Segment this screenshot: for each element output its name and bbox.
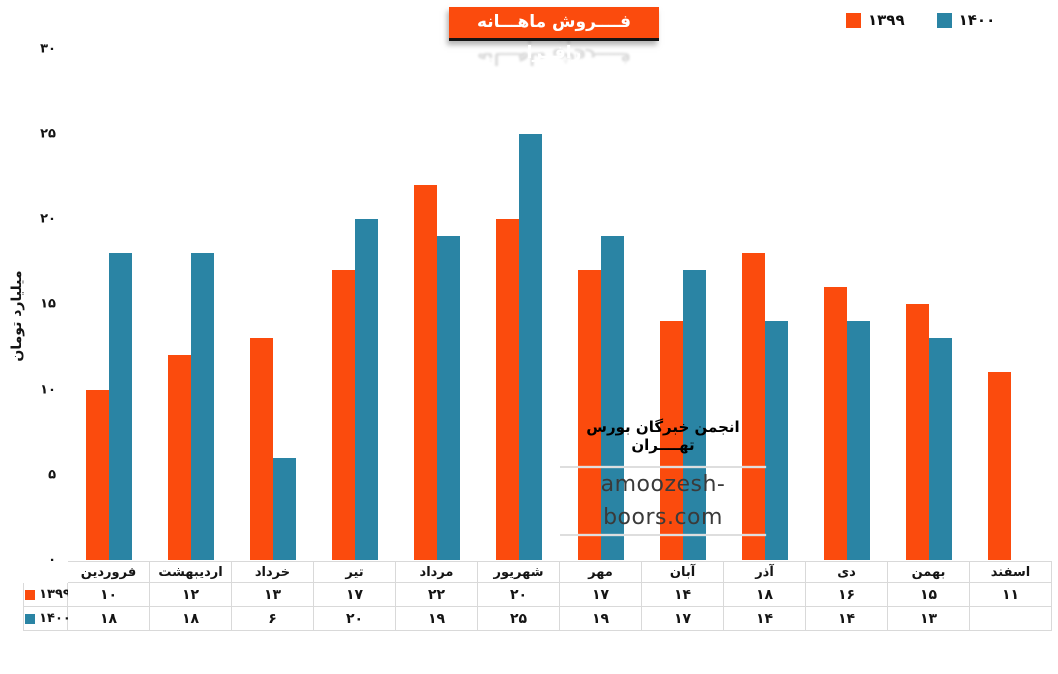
bar-series1	[742, 253, 765, 560]
y-tick-label: ۱۵	[40, 296, 56, 312]
table-month-header: اردیبهشت	[150, 561, 232, 583]
legend: ۱۳۹۹ ۱۴۰۰	[846, 11, 995, 29]
table-value-cell: ۱۴	[724, 607, 806, 631]
table-row-swatch-icon	[25, 589, 36, 600]
bar-series2	[191, 253, 214, 560]
y-tick-label: ۳۰	[40, 41, 56, 56]
table-value-cell: ۱۸	[150, 607, 232, 631]
table-value-cell: ۶	[232, 607, 314, 631]
table-value-cell: ۲۵	[478, 607, 560, 631]
table-value-cell: ۲۲	[396, 583, 478, 607]
bar-series2	[437, 236, 460, 560]
table-month-header: تیر	[314, 561, 396, 583]
y-tick-label: ۲۵	[40, 126, 56, 142]
table-value-cell: ۱۱	[970, 583, 1052, 607]
table-row-label-text: ۱۳۹۹	[39, 587, 71, 602]
table-value-cell: ۱۲	[150, 583, 232, 607]
watermark-divider-top	[560, 466, 766, 468]
table-value-cell: ۱۸	[724, 583, 806, 607]
bar-series1	[250, 338, 273, 560]
watermark-text-fa: انجمن خبرگان بورس تهــــران	[586, 418, 740, 454]
table-month-header: مرداد	[396, 561, 478, 583]
bar-series2	[109, 253, 132, 560]
table-value-cell: ۱۳	[232, 583, 314, 607]
watermark-divider-bottom	[560, 534, 766, 536]
table-value-cell: ۱۸	[68, 607, 150, 631]
bar-series1	[906, 304, 929, 560]
table-value-cell: ۱۳	[888, 607, 970, 631]
table-month-header: مهر	[560, 561, 642, 583]
bar-series1	[86, 389, 109, 560]
table-value-cell: ۱۶	[806, 583, 888, 607]
bar-series1	[824, 287, 847, 560]
table-value-cell: ۱۷	[314, 583, 396, 607]
table-month-header: فروردین	[68, 561, 150, 583]
table-value-cell: ۲۰	[314, 607, 396, 631]
legend-swatch-icon	[846, 12, 861, 28]
table-month-header: آبان	[642, 561, 724, 583]
bar-series1	[168, 355, 191, 560]
table-month-header: شهریور	[478, 561, 560, 583]
table-month-header: خرداد	[232, 561, 314, 583]
legend-item: ۱۴۰۰	[936, 11, 996, 29]
bar-series2	[929, 338, 952, 560]
legend-label: ۱۳۹۹	[868, 11, 905, 29]
table-corner-cell	[23, 561, 68, 583]
table-row-label-text: ۱۴۰۰	[39, 611, 71, 626]
table-month-header: اسفند	[970, 561, 1052, 583]
table-value-cell	[970, 607, 1052, 631]
table-row-label: ۱۴۰۰	[23, 607, 71, 631]
bar-series2	[273, 457, 296, 560]
bar-series2	[519, 133, 542, 560]
data-table: فروردین اردیبهشت خرداد تیر مرداد شهریور مهر آبا…	[23, 561, 1052, 631]
table-value-cell: ۱۵	[888, 583, 970, 607]
bar-series2	[601, 236, 624, 560]
table-month-header: دی	[806, 561, 888, 583]
table-value-cell: ۲۰	[478, 583, 560, 607]
bar-series1	[414, 184, 437, 560]
legend-swatch-icon	[936, 12, 952, 28]
y-tick-label: ۰	[48, 552, 56, 568]
bar-series2	[683, 270, 706, 560]
bar-series1	[496, 219, 519, 560]
y-tick-label: ۱۰	[40, 382, 56, 397]
table-value-cell: ۱۰	[68, 583, 150, 607]
y-tick-label: ۵	[48, 467, 56, 483]
y-tick-label: ۲۰	[40, 211, 56, 227]
y-axis-title: میلیارد تومان	[9, 270, 25, 362]
table-value-cell: ۱۴	[642, 583, 724, 607]
table-month-header: بهمن	[888, 561, 970, 583]
bar-series2	[765, 321, 788, 560]
bar-series1	[332, 270, 355, 560]
bar-series1	[988, 372, 1011, 560]
bar-series1	[578, 270, 601, 560]
legend-item: ۱۳۹۹	[846, 11, 905, 29]
table-row-swatch-icon	[25, 613, 36, 624]
legend-label: ۱۴۰۰	[958, 11, 996, 29]
bar-series2	[355, 219, 378, 560]
table-value-cell: ۱۹	[396, 607, 478, 631]
chart-title: فــــروش ماهـــانه رافــزا	[449, 7, 659, 63]
table-row-label: ۱۳۹۹	[23, 583, 71, 607]
table-value-cell: ۱۹	[560, 607, 642, 631]
watermark: انجمن خبرگان بورس تهــــران amoozesh-boo…	[560, 418, 766, 536]
bar-series2	[847, 321, 870, 560]
bar-series1	[660, 321, 683, 560]
table-value-cell: ۱۷	[560, 583, 642, 607]
table-value-cell: ۱۷	[642, 607, 724, 631]
table-month-header: آذر	[724, 561, 806, 583]
watermark-url: amoozesh-boors.com	[600, 472, 726, 530]
table-value-cell: ۱۴	[806, 607, 888, 631]
